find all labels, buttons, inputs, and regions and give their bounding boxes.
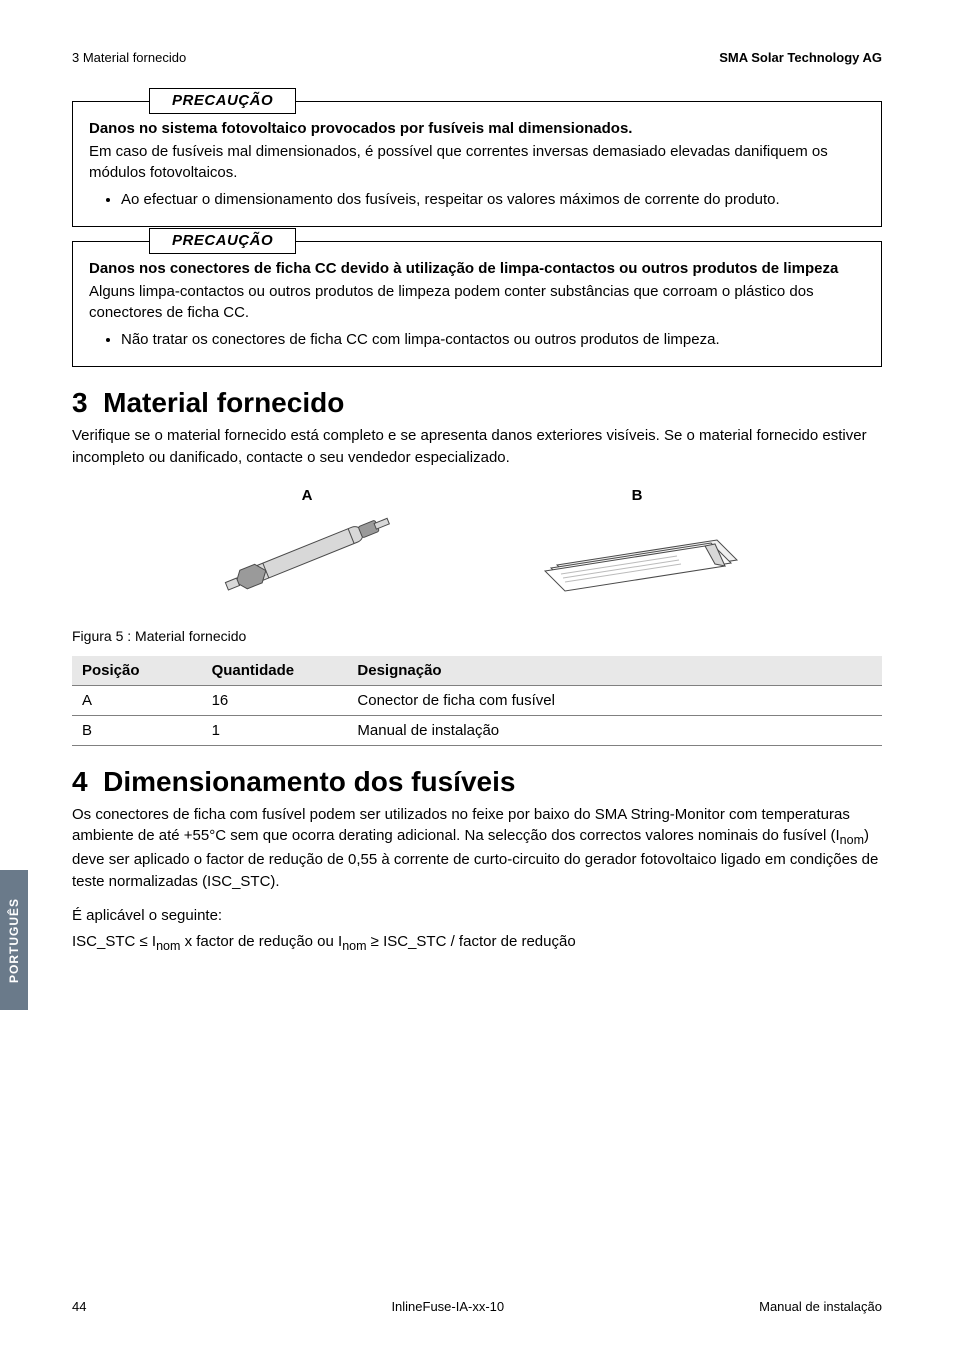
formula-text: x factor de redução ou I [180,933,342,950]
caution-body: Em caso de fusíveis mal dimensionados, é… [89,141,865,183]
connector-icon [207,510,407,600]
td-designation: Manual de instalação [347,715,882,745]
subscript-nom: nom [156,939,180,953]
td-position: B [72,715,202,745]
table-row: B 1 Manual de instalação [72,715,882,745]
caution-label-text: PRECAUÇÃO [172,92,273,109]
td-quantity: 1 [202,715,348,745]
th-designation: Designação [347,656,882,686]
footer-doc-type: Manual de instalação [759,1299,882,1314]
caution-label-text: PRECAUÇÃO [172,232,273,249]
th-quantity: Quantidade [202,656,348,686]
subscript-nom: nom [840,833,864,847]
figure-b-column: B [527,487,747,600]
manual-icon [527,510,747,600]
header-left: 3 Material fornecido [72,50,186,65]
caution-bullet-list: Não tratar os conectores de ficha CC com… [89,329,865,350]
page-footer: 44 InlineFuse-IA-xx-10 Manual de instala… [72,1299,882,1314]
td-position: A [72,685,202,715]
table-row: A 16 Conector de ficha com fusível [72,685,882,715]
section-4-paragraph-2: É aplicável o seguinte: [72,905,882,927]
caution-bullet-item: Não tratar os conectores de ficha CC com… [121,329,865,350]
caution-title: Danos nos conectores de ficha CC devido … [89,260,865,277]
table-header-row: Posição Quantidade Designação [72,656,882,686]
figure-row: A B [72,487,882,600]
caution-bullet-item: Ao efectuar o dimensionamento dos fusíve… [121,189,865,210]
formula-text: ≥ ISC_STC / factor de redução [367,933,576,950]
section-title: Dimensionamento dos fusíveis [103,766,515,797]
parts-table: Posição Quantidade Designação A 16 Conec… [72,656,882,746]
caution-block-1: PRECAUÇÃO Danos no sistema fotovoltaico … [72,101,882,227]
para-text: Os conectores de ficha com fusível podem… [72,806,850,845]
section-number: 3 [72,387,88,418]
th-position: Posição [72,656,202,686]
td-designation: Conector de ficha com fusível [347,685,882,715]
figure-caption: Figura 5 : Material fornecido [72,628,882,644]
caution-bullet-list: Ao efectuar o dimensionamento dos fusíve… [89,189,865,210]
figure-b-label: B [527,487,747,504]
figure-a-label: A [207,487,407,504]
figure-a-column: A [207,487,407,600]
section-4-formula: ISC_STC ≤ Inom x factor de redução ou In… [72,931,882,955]
subscript-nom: nom [342,939,366,953]
section-3-paragraph: Verifique se o material fornecido está c… [72,425,882,469]
section-4-heading: 4 Dimensionamento dos fusíveis [72,766,882,798]
section-4-paragraph-1: Os conectores de ficha com fusível podem… [72,804,882,893]
footer-page-number: 44 [72,1299,86,1314]
header-right: SMA Solar Technology AG [719,50,882,65]
caution-label-wrap: PRECAUÇÃO [89,88,865,114]
caution-label: PRECAUÇÃO [149,228,296,254]
language-side-tab: PORTUGUÊS [0,870,28,1010]
section-number: 4 [72,766,88,797]
page: 3 Material fornecido SMA Solar Technolog… [0,0,954,1354]
page-header: 3 Material fornecido SMA Solar Technolog… [72,50,882,65]
section-title: Material fornecido [103,387,344,418]
caution-label: PRECAUÇÃO [149,88,296,114]
footer-doc-id: InlineFuse-IA-xx-10 [391,1299,504,1314]
caution-block-2: PRECAUÇÃO Danos nos conectores de ficha … [72,241,882,367]
caution-body: Alguns limpa-contactos ou outros produto… [89,281,865,323]
caution-label-wrap: PRECAUÇÃO [89,228,865,254]
td-quantity: 16 [202,685,348,715]
section-3-heading: 3 Material fornecido [72,387,882,419]
formula-text: ISC_STC ≤ I [72,933,156,950]
caution-title: Danos no sistema fotovoltaico provocados… [89,120,865,137]
